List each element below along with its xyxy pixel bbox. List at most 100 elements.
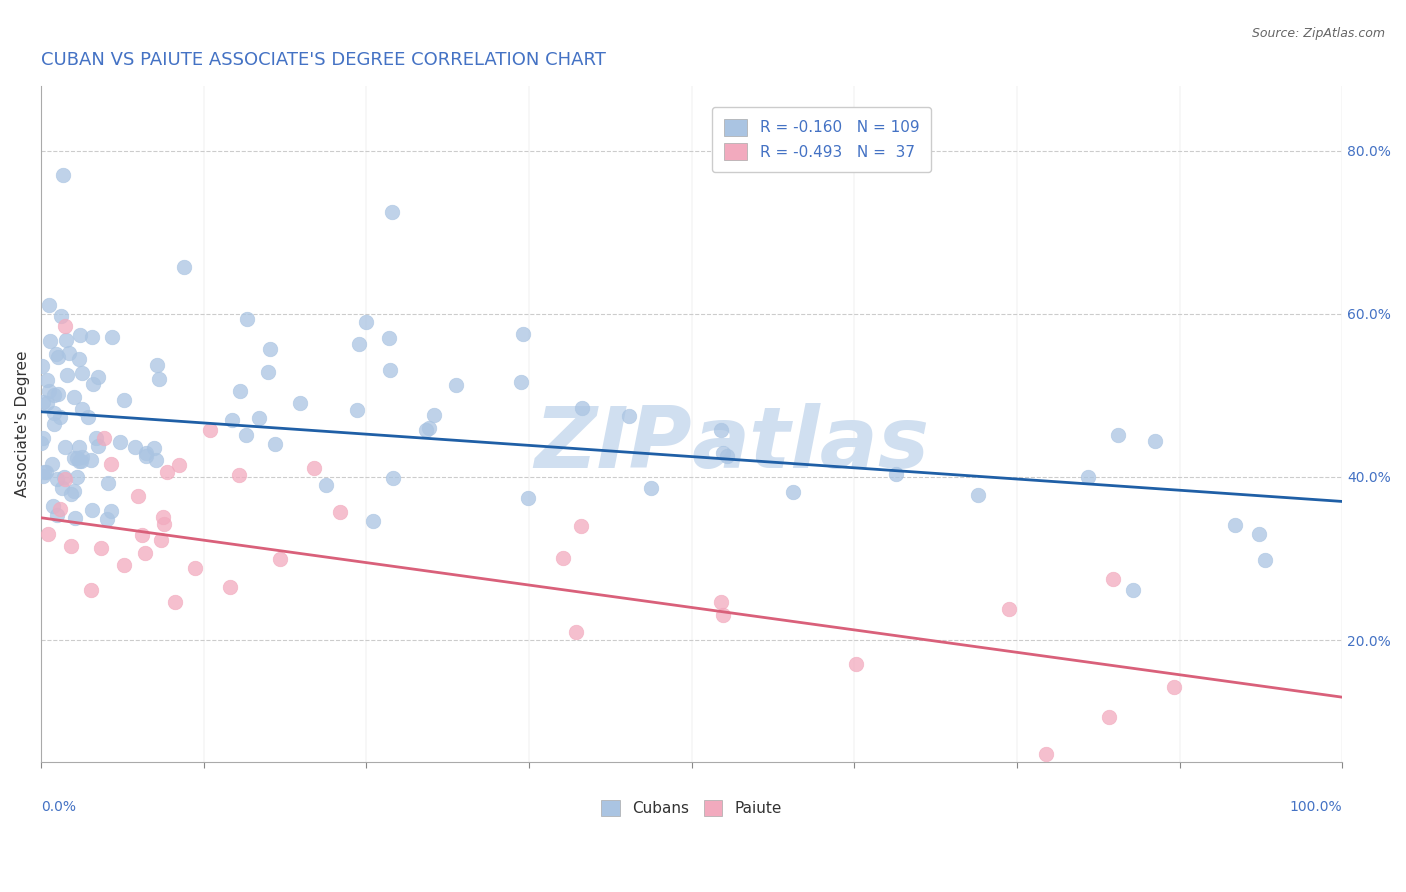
Point — [510, 375, 533, 389]
Point — [517, 491, 540, 505]
Point — [146, 359, 169, 373]
Point — [349, 336, 371, 351]
Point — [148, 372, 170, 386]
Point — [96, 511, 118, 525]
Point — [35, 465, 58, 479]
Point — [183, 561, 205, 575]
Point — [42, 388, 65, 402]
Point — [716, 449, 738, 463]
Point — [247, 411, 270, 425]
Point — [269, 551, 291, 566]
Point — [53, 470, 76, 484]
Point — [329, 505, 352, 519]
Point — [221, 413, 243, 427]
Point — [1223, 518, 1246, 533]
Point — [259, 343, 281, 357]
Point — [70, 402, 93, 417]
Point — [31, 469, 53, 483]
Point — [512, 327, 534, 342]
Point — [131, 528, 153, 542]
Point — [97, 476, 120, 491]
Text: atlas: atlas — [692, 403, 929, 486]
Point — [90, 541, 112, 555]
Point — [49, 410, 72, 425]
Point — [59, 487, 82, 501]
Point — [845, 657, 868, 672]
Point — [219, 581, 242, 595]
Point — [198, 423, 221, 437]
Point — [45, 508, 67, 522]
Text: ZIP: ZIP — [534, 403, 692, 486]
Point — [46, 351, 69, 365]
Point — [63, 390, 86, 404]
Point — [84, 431, 107, 445]
Point — [640, 482, 662, 496]
Point — [70, 450, 93, 464]
Point — [52, 168, 75, 182]
Point — [302, 461, 325, 475]
Point — [67, 441, 90, 455]
Point — [1077, 470, 1099, 484]
Point — [163, 594, 186, 608]
Point — [70, 454, 93, 468]
Point — [1035, 747, 1057, 762]
Point — [77, 409, 100, 424]
Point — [257, 365, 280, 379]
Point — [69, 327, 91, 342]
Text: 0.0%: 0.0% — [41, 799, 76, 814]
Point — [80, 582, 103, 597]
Point — [315, 477, 337, 491]
Point — [63, 451, 86, 466]
Point — [53, 472, 76, 486]
Point — [1247, 526, 1270, 541]
Text: 100.0%: 100.0% — [1289, 799, 1343, 814]
Point — [30, 435, 52, 450]
Point — [82, 503, 104, 517]
Point — [551, 551, 574, 566]
Point — [142, 441, 165, 455]
Y-axis label: Associate's Degree: Associate's Degree — [15, 351, 30, 497]
Point — [135, 449, 157, 463]
Point — [66, 451, 89, 466]
Point — [67, 352, 90, 367]
Point — [173, 260, 195, 274]
Point — [31, 431, 53, 445]
Point — [782, 484, 804, 499]
Point — [108, 435, 131, 450]
Legend: Cubans, Paiute: Cubans, Paiute — [595, 794, 789, 822]
Point — [380, 363, 402, 377]
Point — [46, 472, 69, 486]
Point — [100, 457, 122, 471]
Point — [569, 519, 592, 533]
Point — [444, 377, 467, 392]
Point — [167, 458, 190, 472]
Point — [42, 406, 65, 420]
Point — [100, 504, 122, 518]
Point — [60, 539, 83, 553]
Text: Source: ZipAtlas.com: Source: ZipAtlas.com — [1251, 27, 1385, 40]
Point — [45, 347, 67, 361]
Point — [264, 436, 287, 450]
Point — [378, 331, 401, 345]
Point — [112, 558, 135, 573]
Point — [415, 423, 437, 437]
Point — [1253, 553, 1275, 567]
Point — [134, 546, 156, 560]
Point — [354, 314, 377, 328]
Point — [236, 312, 259, 326]
Point — [361, 514, 384, 528]
Point — [998, 601, 1021, 615]
Point — [58, 346, 80, 360]
Point — [967, 488, 990, 502]
Point — [32, 394, 55, 409]
Point — [565, 625, 588, 640]
Point — [228, 468, 250, 483]
Point — [884, 467, 907, 481]
Point — [381, 471, 404, 485]
Point — [114, 392, 136, 407]
Point — [53, 319, 76, 334]
Point — [70, 367, 93, 381]
Point — [35, 373, 58, 387]
Point — [51, 481, 73, 495]
Point — [135, 446, 157, 460]
